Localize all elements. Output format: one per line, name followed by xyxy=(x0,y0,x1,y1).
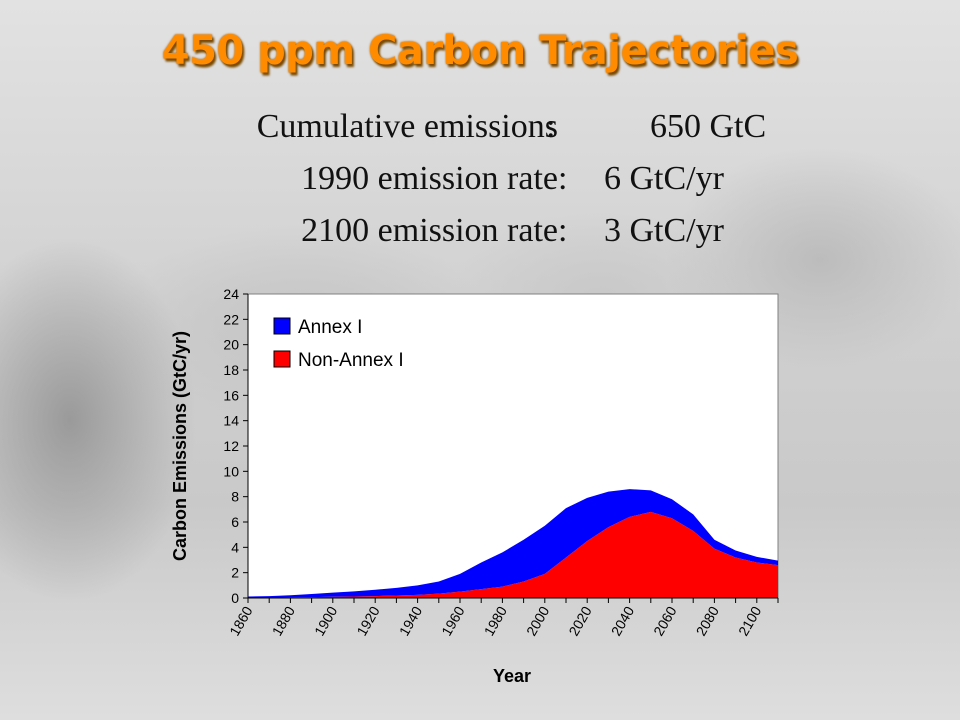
legend-label: Annex I xyxy=(298,317,362,338)
y-tick-label: 10 xyxy=(223,463,239,479)
x-tick-label: 1860 xyxy=(226,603,256,638)
x-tick-label: 2040 xyxy=(608,603,638,638)
y-tick-label: 14 xyxy=(223,413,239,429)
x-tick-label: 1900 xyxy=(311,603,341,638)
slide-title: 450 ppm Carbon Trajectories xyxy=(161,28,799,74)
y-tick-label: 22 xyxy=(223,311,239,327)
series-area-non-annex-i xyxy=(248,511,778,598)
x-axis: 1860 1880 1900 1920 1940 1960 1980 2000 2020 2040… xyxy=(226,597,779,638)
y-tick-label: 6 xyxy=(231,514,239,530)
y-tick-label: 8 xyxy=(231,489,239,505)
y-tick-label: 18 xyxy=(223,362,239,378)
x-tick-label: 2060 xyxy=(650,603,680,638)
info-colon: : xyxy=(558,212,568,249)
info-label: 1990 emission rate xyxy=(301,160,558,197)
info-row-1990: 1990 emission rate : 6 GtC/yr xyxy=(0,160,960,212)
info-label: 2100 emission rate xyxy=(301,212,558,249)
info-value: 650 GtC xyxy=(650,108,767,145)
series-area-annex-i xyxy=(248,489,778,598)
y-tick-label: 12 xyxy=(223,438,239,454)
x-tick-label: 2100 xyxy=(735,603,765,638)
x-axis-title: Year xyxy=(493,666,531,686)
legend-swatch xyxy=(273,350,291,368)
info-row-cumulative: Cumulative emissions : 650 GtC xyxy=(0,108,960,160)
x-tick-label: 2080 xyxy=(693,603,723,638)
x-tick-label: 1940 xyxy=(396,603,426,638)
y-tick-label: 2 xyxy=(231,565,239,581)
y-tick-label: 20 xyxy=(223,337,239,353)
y-tick-label: 16 xyxy=(223,387,239,403)
x-tick-label: 1920 xyxy=(353,603,383,638)
info-value: 3 GtC/yr xyxy=(604,212,724,249)
x-tick-label: 1960 xyxy=(438,603,468,638)
y-tick-label: 24 xyxy=(223,286,239,302)
info-colon: : xyxy=(558,160,568,197)
info-colon: : xyxy=(546,108,556,145)
x-tick-label: 1980 xyxy=(481,603,511,638)
emissions-info: Cumulative emissions : 650 GtC 1990 emis… xyxy=(0,108,960,264)
info-row-2100: 2100 emission rate : 3 GtC/yr xyxy=(0,212,960,264)
legend: Annex I Non-Annex I xyxy=(273,317,404,371)
x-tick-label: 2020 xyxy=(565,603,595,638)
y-tick-label: 4 xyxy=(231,539,239,555)
legend-swatch xyxy=(273,317,291,335)
y-axis-title: Carbon Emissions (GtC/yr) xyxy=(170,331,190,561)
info-value: 6 GtC/yr xyxy=(604,160,724,197)
area-layer xyxy=(248,489,778,598)
x-tick-label: 1880 xyxy=(269,603,299,638)
x-tick-label: 2000 xyxy=(523,603,553,638)
legend-label: Non-Annex I xyxy=(298,350,404,371)
info-label: Cumulative emissions xyxy=(256,108,558,145)
y-tick-label: 0 xyxy=(231,590,239,606)
